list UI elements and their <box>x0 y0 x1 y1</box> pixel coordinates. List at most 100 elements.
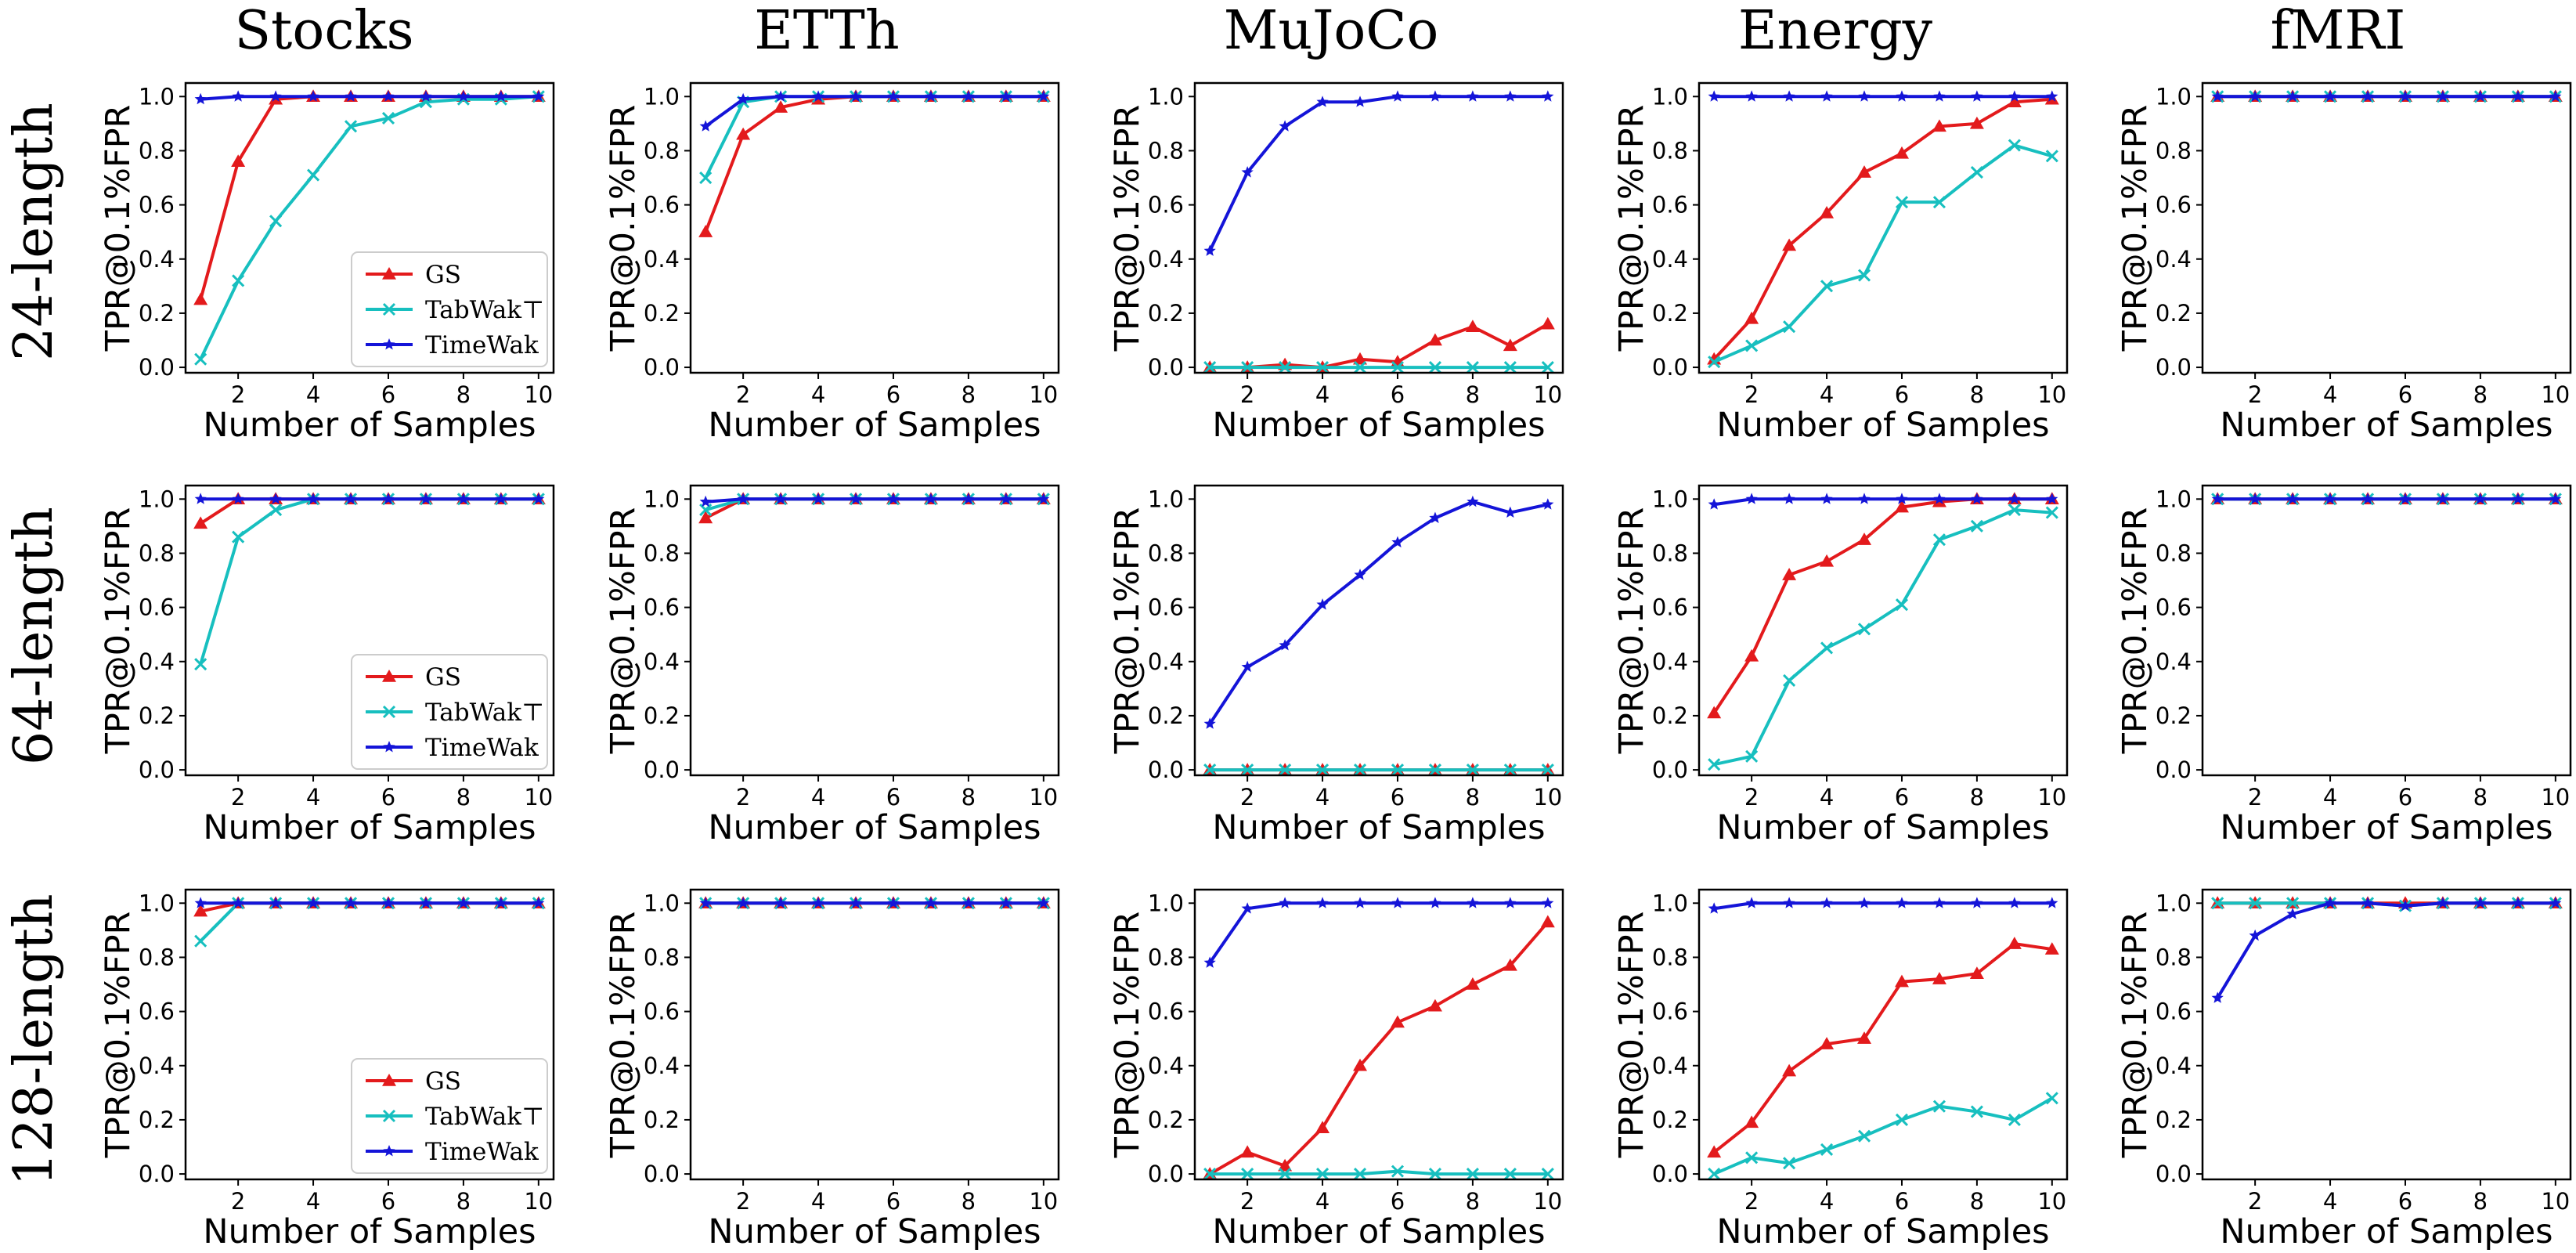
x-tick-label: 4 <box>2323 784 2337 811</box>
y-tick-label: 0.0 <box>1148 354 1184 381</box>
data-point-timewak-3 <box>1783 493 1795 504</box>
y-tick-label: 0.0 <box>139 1161 175 1187</box>
data-point-timewak-7 <box>2437 897 2449 908</box>
data-point-gs-2 <box>1744 648 1759 662</box>
y-tick-label: 1.0 <box>644 486 680 512</box>
x-axis-label: Number of Samples <box>203 808 536 847</box>
series-line-timewak <box>2216 901 2556 999</box>
x-tick-label: 4 <box>2323 1188 2337 1215</box>
data-point-gs-2 <box>1240 1145 1255 1158</box>
x-tick-label: 4 <box>1315 784 1329 811</box>
x-tick-label: 8 <box>456 381 471 408</box>
y-tick-label: 0.2 <box>2156 702 2192 729</box>
data-point-timewak-3 <box>774 897 787 908</box>
data-point-timewak-1 <box>1708 902 1720 914</box>
data-point-timewak-6 <box>887 493 900 504</box>
data-point-timewak-8 <box>1971 90 1983 102</box>
plot-area <box>691 890 1059 1179</box>
data-point-timewak-4 <box>1820 90 1833 102</box>
series-gs <box>1707 937 2059 1158</box>
data-point-timewak-9 <box>495 493 507 504</box>
series-timewak <box>2211 897 2562 1003</box>
y-tick-label: 0.4 <box>2156 648 2192 675</box>
y-tick-label: 1.0 <box>2156 486 2192 512</box>
y-tick-label: 0.4 <box>139 1053 175 1079</box>
legend-label-timewak: TimeWak <box>425 1138 539 1166</box>
data-point-gs-4 <box>1820 1037 1835 1049</box>
y-tick-label: 0.6 <box>1148 192 1184 218</box>
data-point-timewak-7 <box>925 493 937 504</box>
data-point-gs-1 <box>698 511 713 524</box>
series-line-tabwak <box>1713 1096 2053 1175</box>
y-axis-label: TPR@0.1%FPR <box>604 912 643 1159</box>
plot-frame <box>184 888 555 1181</box>
y-tick-label: 0.6 <box>139 998 175 1025</box>
series-line-timewak <box>1208 901 1548 964</box>
data-point-timewak-9 <box>1000 493 1012 504</box>
data-point-tabwak-7 <box>1428 764 1442 777</box>
data-point-timewak-10 <box>2549 493 2562 504</box>
data-point-gs-3 <box>774 100 788 113</box>
y-tick-label: 0.0 <box>2156 1161 2192 1187</box>
data-point-timewak-4 <box>307 493 319 504</box>
x-tick-label: 10 <box>2037 784 2066 811</box>
data-point-timewak-1 <box>194 897 207 908</box>
y-tick-label: 0.8 <box>1148 540 1184 566</box>
data-point-tabwak-4 <box>1820 641 1834 655</box>
y-tick-label: 1.0 <box>1148 890 1184 916</box>
plot-frame <box>1697 484 2069 777</box>
x-tick-label: 8 <box>1466 1188 1480 1215</box>
data-point-timewak-6 <box>2399 493 2412 504</box>
data-point-gs-4 <box>1820 205 1835 218</box>
y-tick-label: 0.0 <box>644 756 680 783</box>
column-title-fmri: fMRI <box>2271 0 2406 62</box>
data-point-timewak-5 <box>345 493 357 504</box>
data-point-timewak-2 <box>1241 166 1254 178</box>
y-tick-label: 0.0 <box>139 354 175 381</box>
data-point-gs-10 <box>1540 915 1555 928</box>
y-axis-label: TPR@0.1%FPR <box>604 105 643 352</box>
data-point-tabwak-7 <box>1932 196 1946 209</box>
y-axis-label: TPR@0.1%FPR <box>2116 507 2155 755</box>
data-point-timewak-8 <box>2474 897 2487 908</box>
column-title-mujoco: MuJoCo <box>1224 0 1439 62</box>
y-tick-label: 0.2 <box>2156 1107 2192 1133</box>
data-point-tabwak-5 <box>1353 764 1367 777</box>
data-point-timewak-7 <box>1429 897 1441 908</box>
data-point-timewak-9 <box>2512 897 2524 908</box>
x-tick-label: 6 <box>381 1188 395 1215</box>
series-line-tabwak <box>1210 1169 1548 1176</box>
legend-box <box>351 1058 548 1174</box>
x-axis-label: Number of Samples <box>2220 1212 2553 1251</box>
data-point-tabwak-2 <box>1745 1151 1759 1165</box>
data-point-timewak-6 <box>887 897 900 908</box>
data-point-timewak-3 <box>1279 120 1291 132</box>
data-point-timewak-4 <box>307 90 319 102</box>
data-point-gs-7 <box>1932 119 1946 132</box>
x-tick-label: 10 <box>2541 381 2570 408</box>
data-point-tabwak-3 <box>1783 320 1796 334</box>
series-line-timewak <box>1208 95 1548 252</box>
data-point-timewak-3 <box>269 897 282 908</box>
x-tick-label: 4 <box>2323 381 2337 408</box>
legend-marker-timewak <box>383 1145 395 1157</box>
legend-marker-tabwak <box>382 705 396 719</box>
series-tabwak <box>1203 764 1554 777</box>
y-tick-label: 0.4 <box>1652 648 1688 675</box>
data-point-timewak-7 <box>925 897 937 908</box>
data-point-tabwak-5 <box>1353 1168 1367 1181</box>
data-point-timewak-7 <box>1933 897 1946 908</box>
series-line-timewak <box>1713 901 2052 911</box>
data-point-timewak-9 <box>495 897 507 908</box>
data-point-timewak-6 <box>1896 897 1908 908</box>
data-point-timewak-6 <box>1391 536 1404 548</box>
plot-area <box>691 83 1059 373</box>
data-point-timewak-5 <box>1354 569 1366 580</box>
y-tick-label: 0.6 <box>644 594 680 621</box>
y-tick-label: 0.4 <box>644 246 680 273</box>
x-tick-label: 4 <box>306 381 320 408</box>
y-tick-label: 0.4 <box>139 246 175 273</box>
